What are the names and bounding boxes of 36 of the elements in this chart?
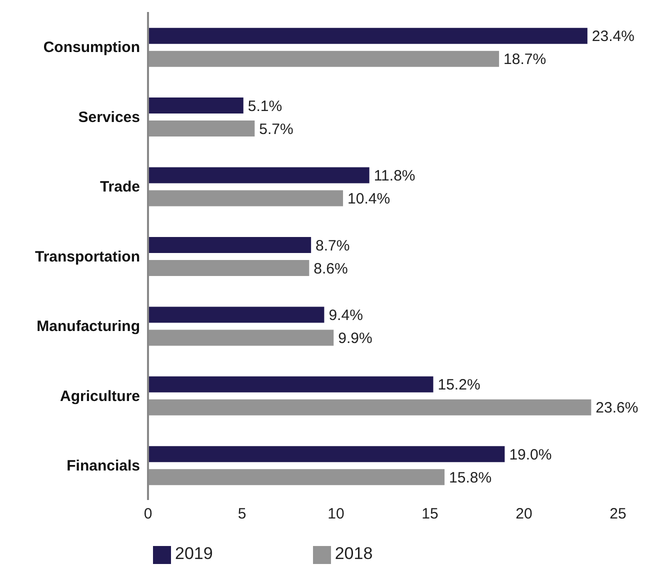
y-tick-label: Consumption xyxy=(43,39,140,56)
legend-label: 2018 xyxy=(334,544,373,563)
y-tick-label: Manufacturing xyxy=(36,318,140,336)
x-tick-label: 10 xyxy=(328,506,344,523)
y-tick-label: Transportation xyxy=(34,248,140,266)
bar xyxy=(148,445,506,464)
data-label: 10.4% xyxy=(348,190,390,208)
data-label: 23.4% xyxy=(592,28,634,46)
data-label: 8.7% xyxy=(316,237,350,254)
x-tick-label: 5 xyxy=(238,506,246,523)
data-label: 9.4% xyxy=(328,307,363,324)
x-tick-label: 25 xyxy=(610,506,626,523)
y-tick-label: Agriculture xyxy=(60,388,140,405)
bar xyxy=(148,26,588,45)
y-tick-label: Services xyxy=(78,108,140,126)
bar xyxy=(148,306,326,324)
bar xyxy=(148,375,434,394)
x-tick-label: 0 xyxy=(144,506,152,523)
bar xyxy=(148,96,244,115)
data-label: 15.2% xyxy=(438,376,480,394)
data-label: 19.0% xyxy=(509,446,552,464)
x-tick-label: 15 xyxy=(422,506,438,523)
data-label: 5.1% xyxy=(248,98,282,115)
data-label: 18.7% xyxy=(504,51,546,68)
data-label: 5.7% xyxy=(259,120,294,138)
data-label: 9.9% xyxy=(338,330,372,348)
data-label: 8.6% xyxy=(314,260,348,278)
data-label: 15.8% xyxy=(449,469,492,486)
y-tick-label: Financials xyxy=(66,457,140,474)
legend-label: 2019 xyxy=(175,544,213,563)
data-label: 23.6% xyxy=(596,400,638,417)
data-label: 11.8% xyxy=(374,168,416,185)
bar xyxy=(148,236,312,254)
bar xyxy=(148,166,370,184)
x-tick-label: 20 xyxy=(516,506,532,523)
y-tick-label: Trade xyxy=(100,178,140,196)
